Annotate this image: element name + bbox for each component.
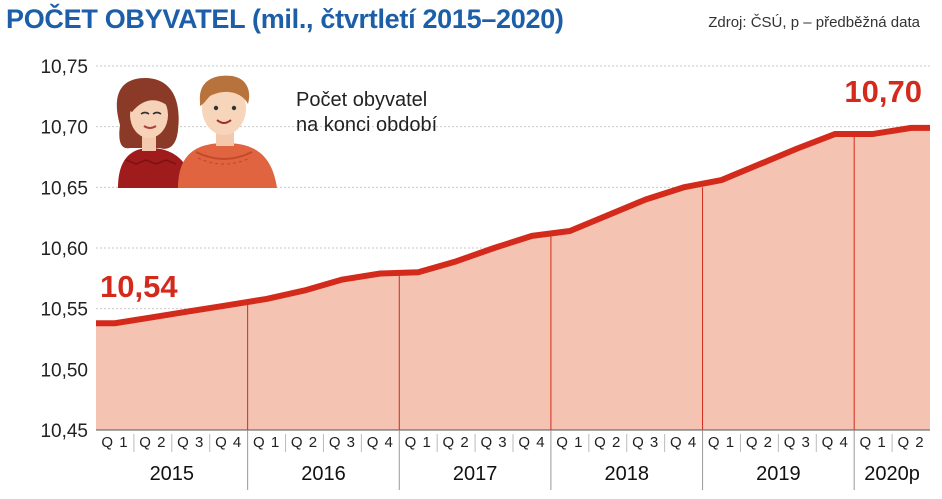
y-tick-label: 10,70 [40,118,88,139]
quarter-label: Q 2 [291,434,318,451]
x-axis: Q 1 Q 2 Q 3 Q 4 2015 Q 1 Q 2 Q 3 Q 4 2016 Q 1 Q 2 Q … [96,429,930,490]
chart-title: POČET OBYVATEL (mil., čtvrtletí 2015–202… [6,4,564,34]
quarter-label: Q 3 [784,434,811,451]
man-figure [178,75,277,188]
data-point [910,127,912,129]
data-point [531,235,533,237]
y-tick-label: 10,60 [40,239,88,260]
data-point [227,304,230,306]
data-point [341,278,344,281]
year-label: 2015 [150,463,195,485]
data-point [834,133,837,135]
quarter-label: Q 2 [139,434,166,451]
annotation-line-2: na konci období [296,114,438,136]
year-label: 2018 [604,463,649,485]
quarter-label: Q 4 [822,434,849,451]
quarter-label: Q 4 [670,434,697,451]
quarter-label: Q 2 [594,434,621,451]
quarter-label: Q 1 [405,434,432,451]
y-axis: 10,45 10,50 10,55 10,60 10,65 10,70 10,75 [40,57,88,442]
year-label: 2017 [453,463,498,485]
woman-figure [116,78,192,188]
quarter-label: Q 4 [215,434,242,451]
data-point [417,271,420,274]
annotation: Počet obyvatel na konci období [296,88,437,138]
y-tick-label: 10,55 [40,300,88,321]
data-point [644,198,647,201]
data-labels: 10,54 10,70 [100,74,922,304]
quarter-label: Q 1 [556,434,583,451]
data-point [455,260,457,263]
data-label: 10,70 [844,74,922,109]
data-point [796,147,799,150]
year-label: 2016 [301,463,346,485]
couple-illustration [116,75,277,188]
quarter-label: Q 1 [253,434,280,451]
year-label: 2019 [756,463,801,485]
quarter-label: Q 1 [101,434,128,451]
y-tick-label: 10,50 [40,360,88,381]
quarter-label: Q 3 [177,434,204,451]
quarter-label: Q 4 [518,434,545,451]
quarter-label: Q 3 [632,434,659,451]
quarter-label: Q 2 [897,434,924,451]
data-point [265,298,268,300]
area-fill [96,127,930,430]
quarter-label: Q 2 [746,434,773,451]
annotation-line-1: Počet obyvatel [296,89,428,111]
line-layer [96,124,930,327]
quarter-label: Q 4 [367,434,394,451]
data-point [758,163,761,166]
data-point [379,272,382,275]
quarter-label: Q 2 [443,434,470,451]
data-point [303,289,306,292]
y-tick-label: 10,45 [40,421,88,442]
quarter-label: Q 1 [708,434,735,451]
year-label: 2020p [864,463,920,485]
data-point [606,214,609,217]
quarter-label: Q 1 [860,434,887,451]
y-tick-label: 10,75 [40,57,88,78]
data-point [872,133,874,135]
quarter-label: Q 3 [480,434,507,451]
data-point [682,186,685,189]
data-label: 10,54 [100,269,178,304]
y-tick-label: 10,65 [40,178,88,199]
series-line [96,124,930,327]
data-point [114,322,116,325]
quarter-label: Q 3 [329,434,356,451]
data-point [720,179,723,181]
data-point [569,230,571,232]
source-note: Zdroj: ČSÚ, p – předběžná data [708,14,920,31]
data-point [493,247,495,249]
year-separators [247,133,855,430]
data-point [189,310,192,312]
data-point [152,316,154,318]
area-layer [96,127,930,430]
